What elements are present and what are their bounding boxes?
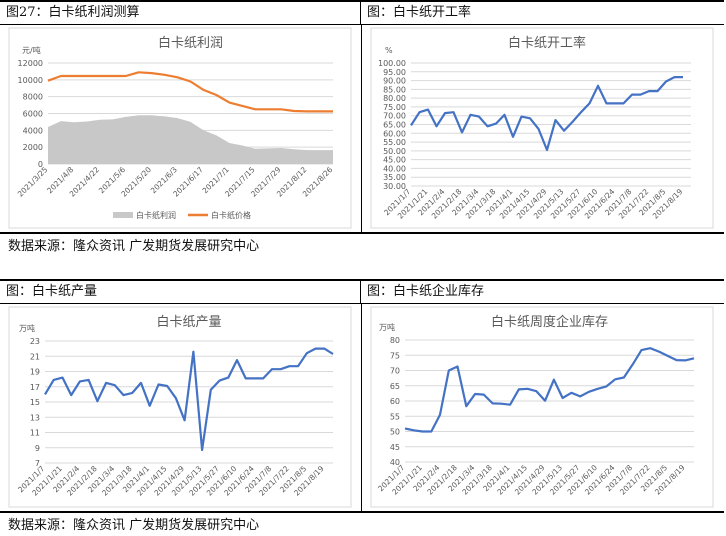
- y-tick-label: 15: [30, 398, 40, 407]
- y-tick-label: 35.00: [383, 173, 406, 182]
- y-tick-label: 70: [390, 367, 400, 376]
- y-tick-label: 55: [390, 412, 400, 421]
- legend-label: 白卡纸价格: [211, 210, 251, 220]
- caption-row: 图：白卡纸产量 图：白卡纸企业库存: [0, 281, 724, 304]
- y-tick-label: 95.00: [383, 68, 406, 77]
- figure-table-2: 图：白卡纸产量 图：白卡纸企业库存 白卡纸产量万吨 7 9 11 13 15 17 19 21 2…: [0, 279, 724, 513]
- figure-caption: 图：白卡纸开工率: [367, 5, 472, 20]
- y-tick-label: 85.00: [383, 85, 406, 94]
- y-tick-label: 40: [390, 458, 400, 467]
- y-tick-label: 80.00: [383, 94, 406, 103]
- output-chart: 白卡纸产量 万吨 7 9 11 13 15 17 19 21 23 2021/1/7 2021/1/21…: [0, 304, 362, 511]
- output-chart-svg: 白卡纸产量万吨79111315171921232021/1/72021/1/21…: [8, 306, 352, 508]
- y-tick-label: 75: [390, 351, 400, 360]
- figure-caption: 图：白卡纸产量: [0, 281, 361, 303]
- profit-chart-svg: 白卡纸利润元/吨0200040006000800010000120002021/…: [8, 27, 352, 229]
- y-tick-label: 30.00: [383, 182, 406, 191]
- inventory-chart-svg: 白卡纸周度企业库存万吨4045505560657075802021/1/7202…: [370, 306, 714, 508]
- y-tick-label: 45.00: [383, 156, 406, 165]
- chart-title: 白卡纸开工率: [508, 35, 586, 51]
- legend-swatch: [113, 212, 133, 218]
- y-tick-label: 23: [30, 337, 40, 346]
- y-tick-label: 70.00: [383, 112, 406, 121]
- y-tick-label: 55.00: [383, 138, 406, 147]
- y-tick-label: 45: [390, 443, 400, 452]
- y-tick-label: 80: [390, 336, 400, 345]
- chart-title: 白卡纸利润: [158, 35, 223, 51]
- figure-table-1: 图27：白卡纸利润测算 图：白卡纸开工率 白卡纸利润 元/吨 0 2000 4000 60…: [0, 0, 724, 234]
- chart-title: 白卡纸周度企业库存: [491, 314, 608, 330]
- y-tick-label: 0: [38, 160, 43, 169]
- caption-row: 图27：白卡纸利润测算 图：白卡纸开工率: [0, 2, 724, 25]
- y-tick-label: 7: [35, 459, 40, 468]
- chart-frame: [370, 27, 714, 229]
- y-tick-label: 17: [30, 383, 40, 392]
- legend-label: 白卡纸利润: [136, 210, 176, 220]
- area-series-白卡纸利润: [48, 115, 333, 164]
- y-tick-label: 10000: [18, 76, 43, 85]
- y-axis-unit: 元/吨: [22, 45, 41, 55]
- line-series-白卡纸价格: [47, 71, 333, 113]
- y-axis-unit: %: [385, 46, 393, 55]
- y-tick-label: 9: [35, 444, 40, 453]
- y-axis-unit: 万吨: [379, 322, 395, 332]
- y-axis-unit: 万吨: [19, 323, 35, 333]
- line-series-库存: [404, 347, 695, 433]
- y-tick-label: 60: [390, 397, 400, 406]
- figure-caption: 图：白卡纸企业库存: [367, 284, 485, 299]
- profit-chart: 白卡纸利润 元/吨 0 2000 4000 6000 8000 10000 12000 2021/…: [0, 25, 362, 232]
- y-tick-label: 8000: [23, 93, 43, 102]
- y-tick-label: 19: [30, 368, 40, 377]
- y-tick-label: 90.00: [383, 77, 406, 86]
- y-tick-label: 50: [390, 428, 400, 437]
- y-tick-label: 50.00: [383, 147, 406, 156]
- operating-rate-chart-svg: 白卡纸开工率% 30.0035.0040.0045.0050.0055.0060.…: [370, 27, 714, 229]
- y-tick-label: 60.00: [383, 129, 406, 138]
- y-tick-label: 13: [30, 413, 40, 422]
- data-source: 数据来源：隆众资讯 广发期货发展研究中心: [8, 518, 260, 533]
- y-tick-label: 21: [30, 352, 40, 361]
- y-tick-label: 11: [30, 429, 40, 438]
- line-series-产量: [44, 347, 334, 452]
- line-series-开工率: [410, 75, 683, 152]
- inventory-chart: 白卡纸周度企业库存 万吨 40 45 50 55 60 65 70 75 80 2021/1/7 202…: [362, 304, 723, 511]
- chart-title: 白卡纸产量: [156, 314, 221, 330]
- data-source: 数据来源：隆众资讯 广发期货发展研究中心: [8, 239, 260, 254]
- y-tick-label: 2000: [23, 143, 43, 152]
- operating-rate-chart: 白卡纸开工率% 30.00 35.00 40.00 45.00 50.00 55.00 60.…: [362, 25, 723, 232]
- y-tick-label: 40.00: [383, 164, 406, 173]
- y-tick-label: 100.00: [378, 59, 406, 68]
- y-tick-label: 12000: [18, 59, 43, 68]
- y-tick-label: 65.00: [383, 121, 406, 130]
- y-tick-label: 4000: [23, 126, 43, 135]
- y-tick-label: 6000: [23, 110, 43, 119]
- figure-caption: 图27：白卡纸利润测算: [0, 2, 361, 24]
- y-tick-label: 65: [390, 382, 400, 391]
- y-tick-label: 75.00: [383, 103, 406, 112]
